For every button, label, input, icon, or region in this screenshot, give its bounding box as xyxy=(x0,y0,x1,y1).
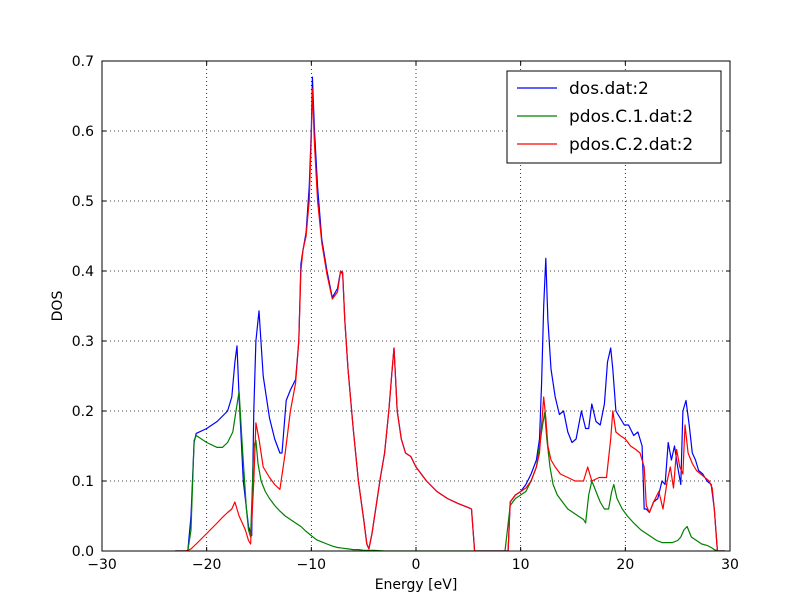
x-tick-label: −20 xyxy=(192,557,222,573)
series-line-3 xyxy=(175,88,725,551)
x-tick-label: 30 xyxy=(721,557,739,573)
legend-label: dos.dat:2 xyxy=(569,79,649,99)
x-tick-label: 20 xyxy=(616,557,634,573)
y-tick-label: 0.1 xyxy=(72,474,94,490)
y-tick-label: 0.3 xyxy=(72,334,94,350)
y-tick-label: 0.6 xyxy=(72,124,94,140)
x-tick-label: 0 xyxy=(412,557,421,573)
legend: dos.dat:2 pdos.C.1.dat:2 pdos.C.2.dat:2 xyxy=(506,70,722,164)
y-tick-label: 0.5 xyxy=(72,194,94,210)
y-tick-label: 0.4 xyxy=(72,264,94,280)
y-tick-label: 0.7 xyxy=(72,54,94,70)
legend-label: pdos.C.2.dat:2 xyxy=(569,135,693,155)
x-tick-label: −30 xyxy=(87,557,117,573)
legend-label: pdos.C.1.dat:2 xyxy=(569,107,693,127)
ticks: −30 −20 −10 0 10 20 30 0.0 0.1 0.2 0.3 0.4 0.5 0.6 0.7 xyxy=(72,54,739,573)
legend-box xyxy=(506,70,722,164)
y-axis-title: DOS xyxy=(50,291,66,322)
x-axis-title: Energy [eV] xyxy=(375,577,458,593)
x-tick-label: 10 xyxy=(512,557,530,573)
y-tick-label: 0.2 xyxy=(72,404,94,420)
series-line-2 xyxy=(175,390,725,551)
series-layer xyxy=(175,76,725,551)
y-tick-label: 0.0 xyxy=(72,544,94,560)
x-tick-label: −10 xyxy=(297,557,327,573)
